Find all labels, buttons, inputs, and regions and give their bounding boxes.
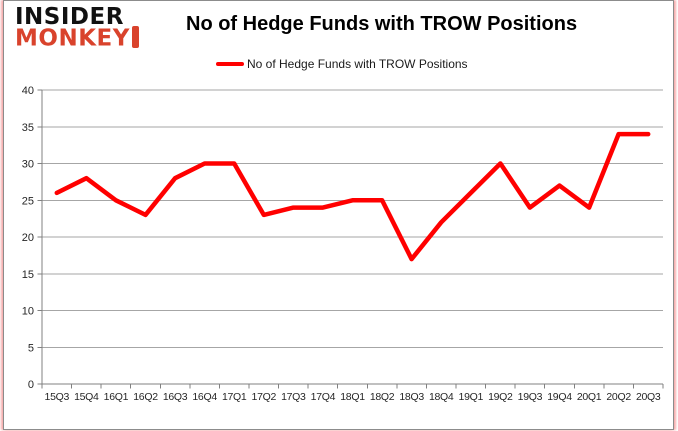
x-tick-label: 19Q2: [488, 391, 513, 403]
series-line-trow: [54, 131, 651, 262]
chart-legend: No of Hedge Funds with TROW Positions: [216, 57, 468, 71]
x-axis-labels: 15Q3 15Q4 16Q1 16Q2 16Q3 16Q4 17Q1 17Q2 17Q3 17Q4…: [45, 391, 662, 403]
x-tick-label: 18Q3: [399, 391, 424, 403]
x-tick-label: 15Q3: [45, 391, 70, 403]
x-tick-label: 16Q1: [104, 391, 129, 403]
logo-line-insider: INSIDER: [15, 3, 124, 31]
x-tick-label: 19Q1: [459, 391, 484, 403]
x-tick-label: 18Q2: [370, 391, 395, 403]
x-tick-label: 16Q2: [133, 391, 158, 403]
y-tick-label: 0: [28, 379, 34, 391]
logo-line-monkey: MONKEY: [15, 25, 130, 52]
insider-monkey-logo: INSIDER MONKEY: [15, 3, 130, 52]
y-axis-labels: 0 5 10 15 20 25 30 35 40: [22, 85, 34, 391]
x-tick-label: 15Q4: [74, 391, 99, 403]
gridlines: [42, 89, 663, 348]
y-tick-label: 25: [22, 195, 34, 207]
chart-title: No of Hedge Funds with TROW Positions: [186, 13, 578, 35]
y-tick-label: 30: [22, 159, 34, 171]
logo-accent-bar: [132, 26, 139, 48]
y-tick-label: 10: [22, 306, 34, 318]
x-tick-label: 16Q4: [192, 391, 217, 403]
x-tick-label: 20Q2: [606, 391, 631, 403]
legend-label: No of Hedge Funds with TROW Positions: [247, 57, 468, 71]
y-tick-label: 15: [22, 269, 34, 281]
legend-line-swatch: [216, 62, 244, 66]
x-tick-label: 17Q3: [281, 391, 306, 403]
x-tick-label: 20Q1: [577, 391, 602, 403]
x-tick-label: 19Q4: [547, 391, 572, 403]
x-tick-label: 17Q2: [252, 391, 277, 403]
y-tick-label: 20: [22, 232, 34, 244]
y-tick-label: 40: [22, 85, 34, 97]
x-tick-label: 18Q4: [429, 391, 454, 403]
x-tick-label: 17Q4: [311, 391, 336, 403]
axes: [37, 90, 663, 389]
axis-ticks: [37, 89, 664, 389]
x-tick-label: 19Q3: [518, 391, 543, 403]
chart-image-border: INSIDER MONKEY No of Hedge Funds with TR…: [3, 0, 674, 430]
y-tick-label: 35: [22, 122, 34, 134]
y-tick-label: 5: [28, 342, 34, 354]
x-tick-label: 18Q1: [340, 391, 365, 403]
x-tick-label: 16Q3: [163, 391, 188, 403]
x-tick-label: 20Q3: [636, 391, 661, 403]
x-tick-label: 17Q1: [222, 391, 247, 403]
chart-canvas: 0 5 10 15 20 25 30 35 40 15Q3 15Q4 16Q1 16Q2 16Q3 16Q4…: [22, 85, 664, 403]
